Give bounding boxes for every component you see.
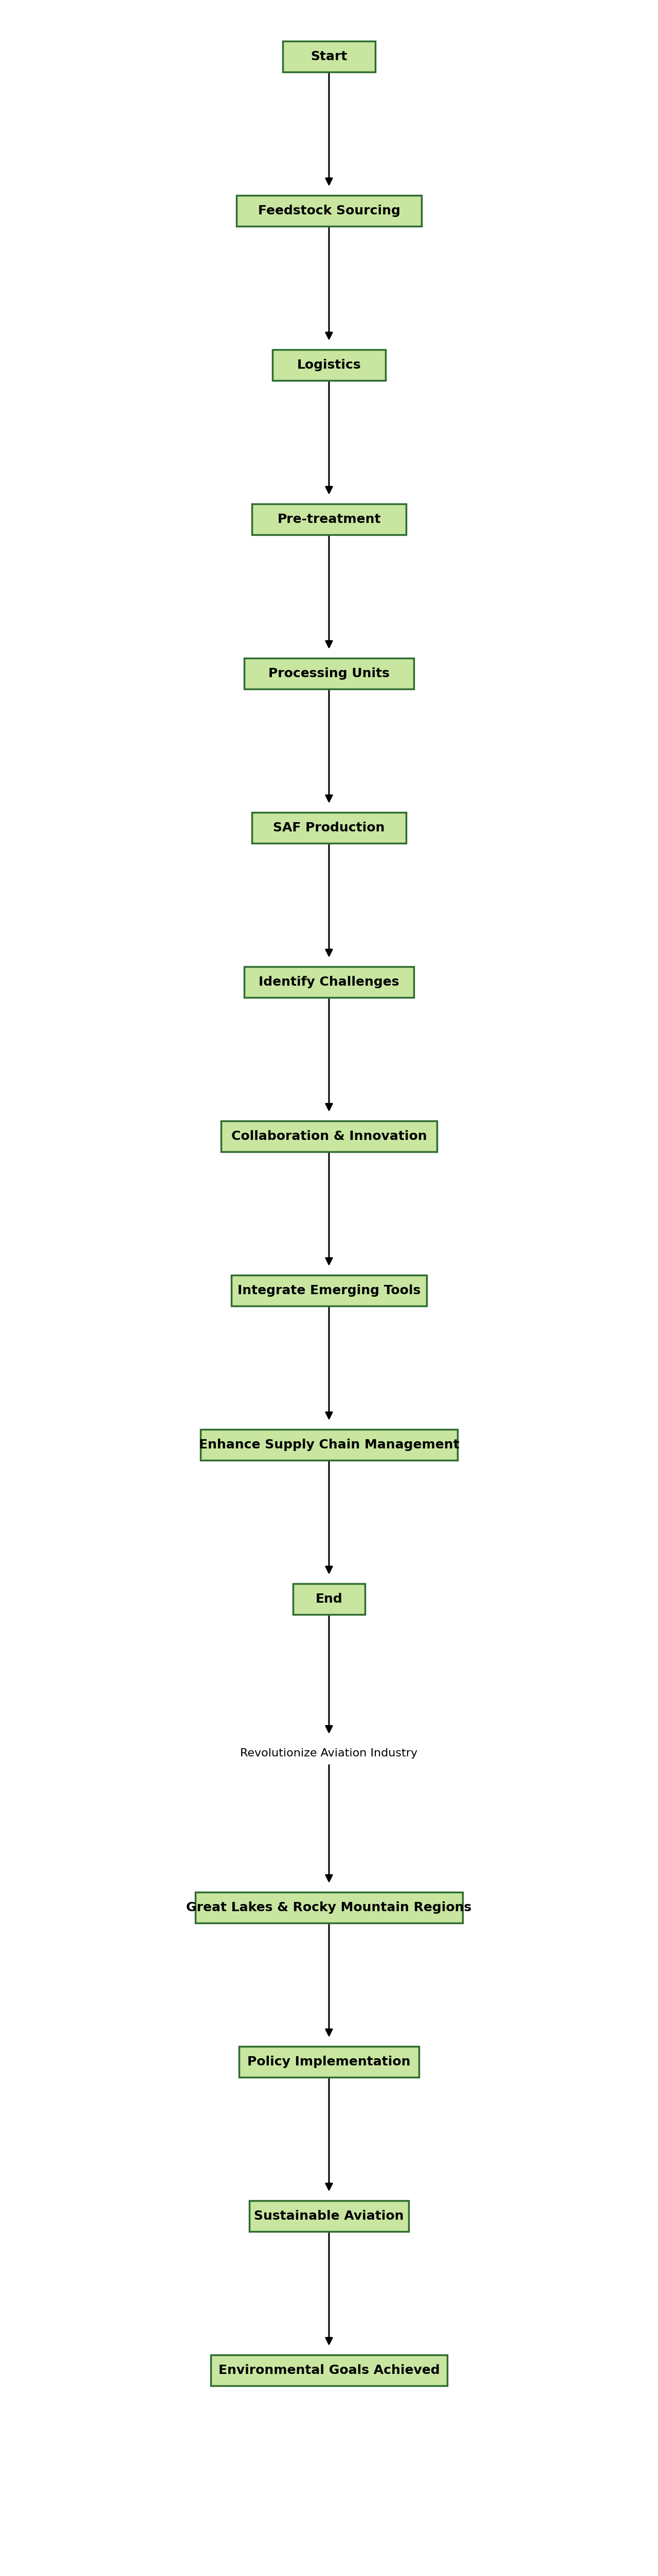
Text: Policy Implementation: Policy Implementation [247,2056,411,2069]
Text: Start: Start [311,52,347,62]
Text: Processing Units: Processing Units [268,667,390,680]
FancyBboxPatch shape [195,1893,463,1924]
FancyBboxPatch shape [283,41,375,72]
Text: Logistics: Logistics [297,358,361,371]
FancyBboxPatch shape [201,1430,457,1461]
Text: Great Lakes & Rocky Mountain Regions: Great Lakes & Rocky Mountain Regions [186,1901,472,1914]
FancyBboxPatch shape [244,657,414,688]
FancyBboxPatch shape [252,811,406,842]
FancyBboxPatch shape [236,196,422,227]
Text: Sustainable Aviation: Sustainable Aviation [254,2210,404,2223]
FancyBboxPatch shape [244,966,414,997]
FancyBboxPatch shape [272,350,386,381]
FancyBboxPatch shape [252,505,406,536]
Text: Pre-treatment: Pre-treatment [277,513,381,526]
Text: Identify Challenges: Identify Challenges [259,976,399,989]
Text: SAF Production: SAF Production [273,822,385,835]
FancyBboxPatch shape [249,2200,409,2231]
FancyBboxPatch shape [221,1121,437,1151]
FancyBboxPatch shape [211,2354,447,2385]
Text: Integrate Emerging Tools: Integrate Emerging Tools [238,1285,420,1296]
Text: Feedstock Sourcing: Feedstock Sourcing [258,204,400,216]
FancyBboxPatch shape [239,2045,419,2076]
Text: Collaboration & Innovation: Collaboration & Innovation [231,1131,427,1144]
Text: End: End [315,1592,343,1605]
Text: Environmental Goals Achieved: Environmental Goals Achieved [218,2365,440,2378]
FancyBboxPatch shape [232,1275,426,1306]
Text: Enhance Supply Chain Management: Enhance Supply Chain Management [199,1437,459,1450]
Text: Revolutionize Aviation Industry: Revolutionize Aviation Industry [240,1749,418,1759]
FancyBboxPatch shape [293,1584,365,1615]
